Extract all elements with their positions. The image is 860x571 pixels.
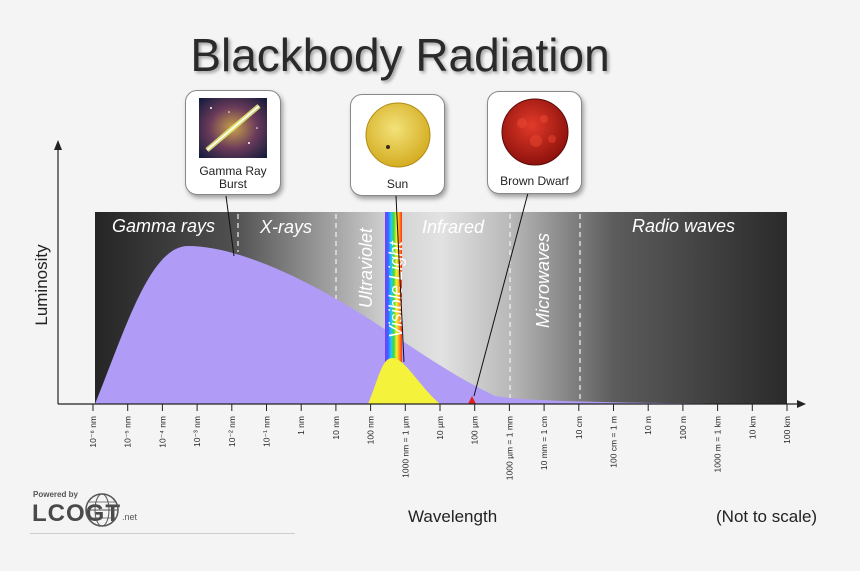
region-label-x-rays: X-rays [259, 217, 312, 237]
x-tick-label: 10 nm [331, 416, 341, 440]
x-tick-label: 10⁻⁵ nm [123, 416, 133, 448]
x-ticks: 10⁻⁶ nm 10⁻⁵ nm 10⁻⁴ nm 10⁻³ nm 10⁻² nm 10⁻¹ … [88, 404, 792, 480]
region-label-microwaves: Microwaves [533, 233, 553, 328]
x-tick-label: 1000 nm = 1 µm [400, 416, 410, 478]
x-tick-label: 100 m [678, 416, 688, 440]
x-tick-label: 100 cm = 1 m [609, 416, 619, 468]
region-label-ultraviolet: Ultraviolet [356, 227, 376, 308]
logo-suffix: .net [122, 512, 138, 522]
x-tick-label: 10⁻³ nm [192, 416, 202, 447]
x-tick-label: 1000 µm = 1 mm [504, 416, 514, 480]
logo-powered-by: Powered by [33, 490, 78, 499]
x-tick-label: 100 µm [470, 416, 480, 445]
logo-name: LCOGT [32, 500, 121, 527]
callout-label-brown-dwarf: Brown Dwarf [500, 174, 569, 188]
x-tick-label: 1000 m = 1 km [713, 416, 723, 472]
x-tick-label: 10⁻⁴ nm [157, 416, 167, 448]
callout-gamma-ray-burst: Gamma Ray Burst [185, 90, 281, 195]
page-title: Blackbody Radiation [190, 29, 610, 81]
gamma-ray-burst-curve [95, 246, 787, 404]
sun-image [365, 102, 431, 168]
lcogt-logo: Powered by LCOGT .net [30, 490, 295, 535]
region-label-gamma-rays: Gamma rays [112, 216, 215, 236]
callout-label-sun: Sun [386, 177, 409, 191]
region-label-radio-waves: Radio waves [632, 216, 735, 236]
x-tick-label: 100 km [782, 416, 792, 444]
x-tick-label: 10 cm [574, 416, 584, 439]
x-tick-label: 10⁻¹ nm [262, 416, 272, 447]
globe-icon [85, 493, 119, 527]
x-tick-label: 10 m [643, 416, 653, 435]
callout-brown-dwarf: Brown Dwarf [487, 91, 582, 194]
brown-dwarf-curve [468, 396, 476, 404]
callout-pointers [225, 192, 529, 397]
visible-light-strip [385, 212, 402, 362]
callout-label-gamma-ray-burst: Gamma Ray Burst [199, 164, 267, 191]
x-axis-label: Wavelength [408, 507, 498, 526]
x-tick-label: 1 nm [296, 416, 306, 435]
axes [54, 140, 806, 408]
region-label-infrared: Infrared [422, 217, 485, 237]
brown-dwarf-image [501, 98, 569, 166]
callout-sun: Sun [350, 94, 445, 196]
x-tick-label: 10 km [747, 416, 757, 439]
logo-divider [30, 533, 295, 534]
sun-curve [368, 358, 440, 404]
region-label-visible-light: Visible Light [386, 240, 406, 338]
x-tick-label: 100 nm [366, 416, 376, 444]
scale-note: (Not to scale) [716, 507, 818, 526]
y-axis-label: Luminosity [32, 244, 51, 326]
x-tick-label: 10⁻² nm [227, 416, 237, 447]
x-tick-label: 10⁻⁶ nm [88, 416, 98, 448]
x-tick-label: 10 µm [435, 416, 445, 440]
gamma-ray-burst-image [199, 98, 267, 158]
x-tick-label: 10 mm = 1 cm [539, 416, 549, 470]
